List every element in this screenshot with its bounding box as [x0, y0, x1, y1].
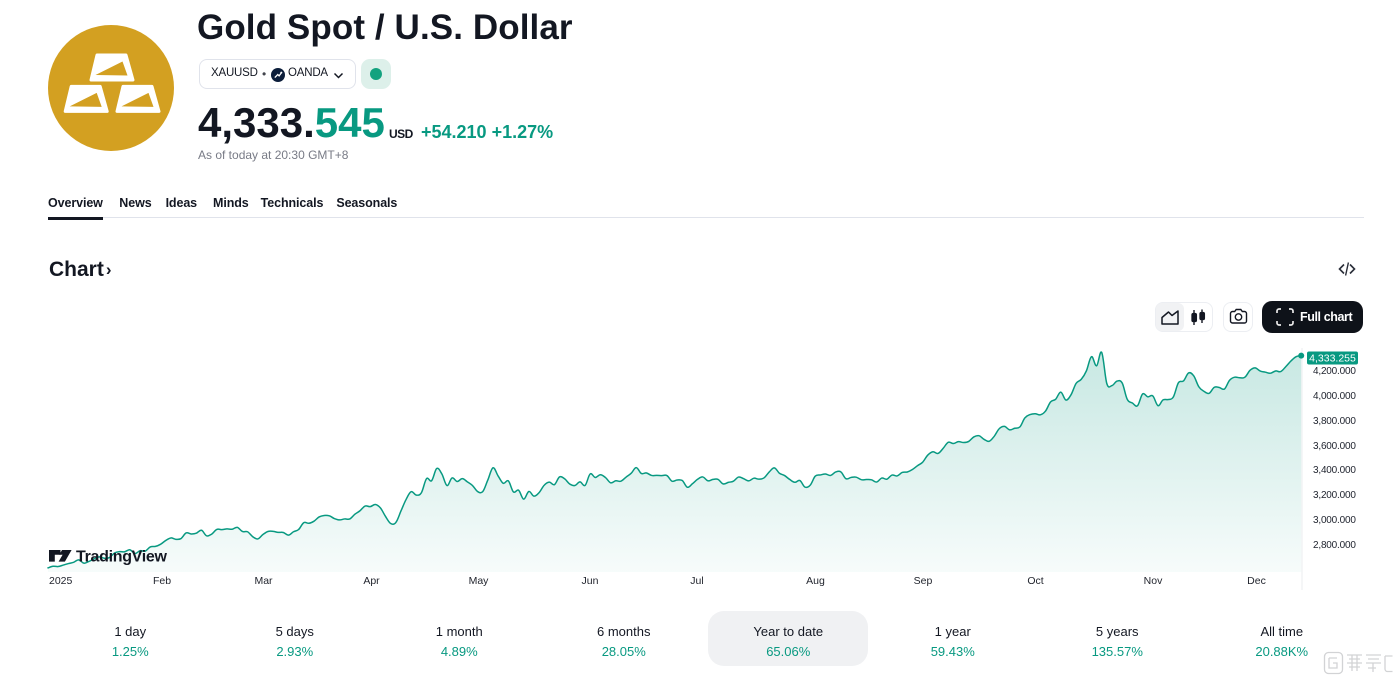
svg-text:TradingView: TradingView [76, 549, 168, 566]
svg-text:4,333.255: 4,333.255 [1309, 353, 1356, 365]
